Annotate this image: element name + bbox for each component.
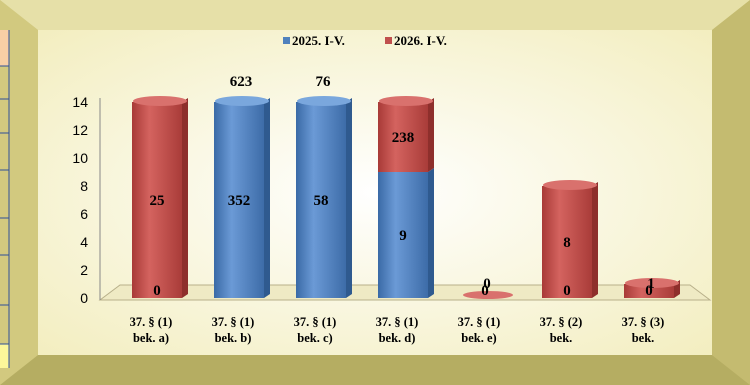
y-tick-label: 2	[80, 262, 88, 278]
bar-top-cap	[297, 96, 351, 106]
bar-side	[346, 98, 352, 298]
y-tick-label: 6	[80, 206, 88, 222]
bar-side	[182, 98, 188, 298]
bar-side	[428, 168, 434, 298]
bar-red	[132, 102, 182, 298]
x-tick-label: 37. § (2)	[540, 315, 583, 329]
x-tick-label: 37. § (1)	[130, 315, 173, 329]
x-tick-label: 37. § (3)	[622, 315, 665, 329]
x-tick-label: 37. § (1)	[376, 315, 419, 329]
x-tick-label: bek. d)	[379, 331, 416, 345]
x-tick-label: bek.	[550, 331, 573, 345]
frame-bevel-top	[0, 0, 750, 30]
y-axis: 0 2 4 6 8 10 12 14	[72, 94, 88, 306]
data-label-2025: 0	[481, 283, 489, 299]
data-label-2026: 8	[563, 235, 571, 251]
legend-label: 2026. I-V.	[394, 33, 447, 48]
x-tick-label: 37. § (1)	[458, 315, 501, 329]
data-label-2025: 352	[228, 193, 251, 209]
bar-side	[264, 98, 270, 298]
bar-total-label: 623	[230, 74, 253, 90]
y-tick-label: 4	[80, 234, 88, 250]
data-label-2026: 0	[483, 276, 491, 292]
x-tick-label: bek. a)	[133, 331, 169, 345]
legend: 2025. I-V. 2026. I-V.	[283, 33, 447, 48]
frame-bevel-bottom	[0, 355, 750, 385]
bar-side	[428, 98, 434, 172]
bar-blue	[296, 102, 346, 298]
data-label-2025: 0	[153, 283, 161, 299]
bar-top-cap	[133, 96, 187, 106]
bar-red	[542, 186, 592, 298]
left-edge-strip-yellow	[0, 344, 9, 368]
x-tick-label: bek. c)	[297, 331, 332, 345]
data-label-2025: 58	[314, 193, 329, 209]
data-label-2025: 9	[399, 228, 407, 244]
y-tick-label: 14	[72, 94, 88, 110]
data-label-2025: 0	[645, 283, 653, 299]
bar-blue	[378, 172, 428, 298]
y-tick-label: 0	[80, 290, 88, 306]
bar-top-cap	[625, 278, 679, 288]
x-tick-label: 37. § (1)	[294, 315, 337, 329]
data-label-2026: 238	[392, 130, 415, 146]
y-tick-label: 8	[80, 178, 88, 194]
left-edge-strip-orange	[0, 30, 9, 66]
y-tick-label: 12	[72, 122, 88, 138]
x-axis: 37. § (1) bek. a) 37. § (1) bek. b) 37. § (1…	[130, 315, 665, 345]
bar-top-cap	[215, 96, 269, 106]
data-label-2026: 25	[150, 193, 165, 209]
bar-side	[592, 182, 598, 298]
legend-swatch	[283, 37, 290, 44]
x-tick-label: 37. § (1)	[212, 315, 255, 329]
bar-red	[378, 102, 428, 172]
left-edge-grid	[0, 30, 10, 368]
bar-top-cap	[379, 96, 433, 106]
bar-blue	[214, 102, 264, 298]
y-tick-label: 10	[72, 150, 88, 166]
x-tick-label: bek.	[632, 331, 655, 345]
legend-swatch	[385, 37, 392, 44]
legend-label: 2025. I-V.	[292, 33, 345, 48]
data-label-2026: 1	[647, 276, 655, 292]
x-tick-label: bek. e)	[461, 331, 496, 345]
bar-top-cap	[543, 180, 597, 190]
x-tick-label: bek. b)	[215, 331, 252, 345]
data-label-2025: 0	[563, 283, 571, 299]
bar-total-label: 76	[316, 74, 332, 90]
frame-bevel-right	[712, 0, 750, 385]
bar-zero-disc	[463, 291, 513, 299]
